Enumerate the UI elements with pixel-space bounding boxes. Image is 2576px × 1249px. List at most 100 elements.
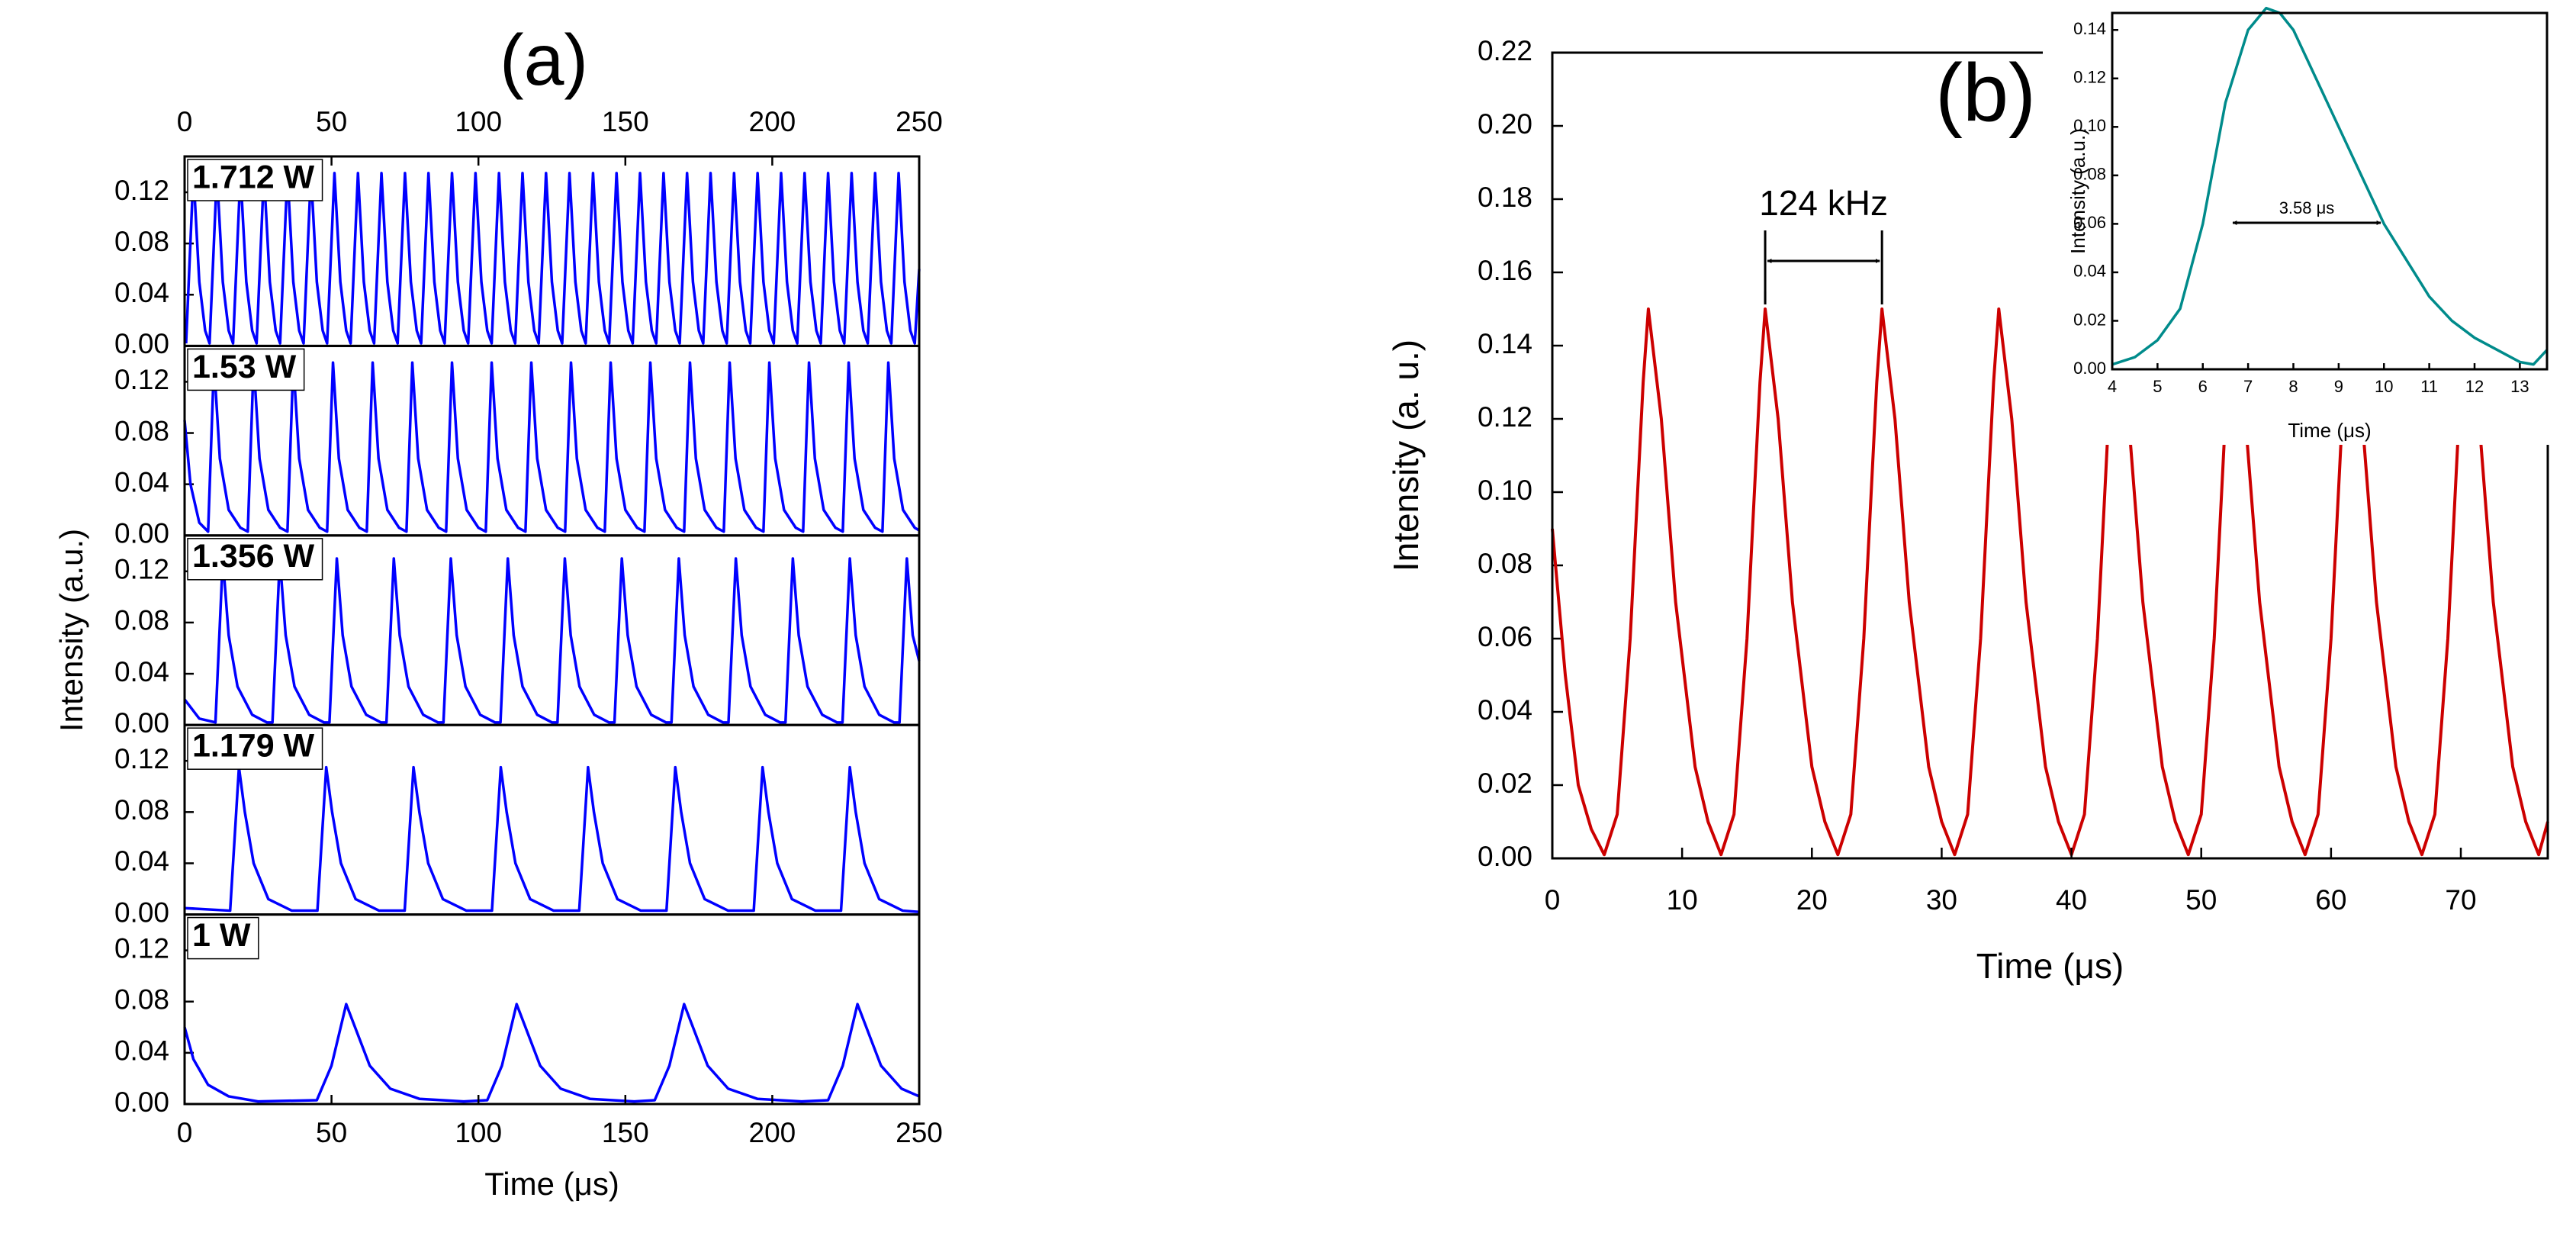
chart-title: (b) [1935,47,2036,139]
x-tick-label: 20 [1796,884,1828,916]
top-tick-label: 250 [896,106,943,137]
y-tick-label: 0.18 [1478,182,1532,213]
y-axis-label: Intensity (a. u.) [1386,340,1426,571]
x-tick-label: 30 [1926,884,1957,916]
y-tick-label: 0.20 [1478,108,1532,140]
x-tick-label: 11 [2420,377,2438,396]
y-tick-label: 0.08 [114,415,169,446]
x-tick-label: 8 [2288,377,2298,396]
x-tick-label: 40 [2056,884,2087,916]
y-tick-label: 0.04 [114,845,169,877]
y-tick-label: 0.00 [1478,841,1532,872]
data-line [2111,6,2549,366]
x-axis-label: Time (μs) [2288,419,2371,442]
y-tick-label: 0.04 [114,1035,169,1067]
y-tick-label: 0.00 [114,1086,169,1118]
series-label-box [187,348,305,391]
x-axis-label: Time (μs) [1976,946,2124,986]
data-line [184,765,920,913]
x-tick-label: 5 [2153,377,2162,396]
y-tick-label: 0.00 [114,707,169,739]
series-label: 1.179 W [192,728,315,765]
y-tick-label: 0.12 [114,743,169,774]
x-tick-label: 50 [2185,884,2217,916]
y-tick-label: 0.06 [2073,213,2106,232]
y-tick-label: 0.08 [114,226,169,257]
data-line [1551,307,2549,857]
data-line [185,172,921,345]
series-label: 1.53 W [192,349,297,385]
top-tick-label: 50 [316,106,347,137]
x-tick-label: 0 [177,1117,193,1148]
x-tick-label: 10 [2375,377,2393,396]
series-label-box [187,159,323,201]
y-tick-label: 0.12 [1478,401,1532,433]
top-tick-label: 150 [602,106,649,137]
y-tick-label: 0.04 [114,466,169,497]
y-tick-label: 0.00 [114,328,169,359]
y-tick-label: 0.22 [1478,35,1532,66]
top-tick-label: 200 [749,106,796,137]
x-axis-label: Time (μs) [484,1166,619,1202]
x-tick-label: 0 [1545,884,1561,916]
series-label: 1 W [192,917,251,954]
x-tick-label: 50 [316,1117,347,1148]
y-tick-label: 0.02 [1478,768,1532,799]
data-line [183,1003,920,1103]
top-tick-label: 0 [177,106,193,137]
y-tick-label: 0.12 [114,554,169,585]
y-tick-label: 0.02 [2073,310,2106,329]
y-tick-label: 0.12 [114,364,169,395]
x-tick-label: 250 [896,1117,943,1148]
x-tick-label: 13 [2510,377,2529,396]
y-tick-label: 0.14 [1478,328,1532,359]
y-tick-label: 0.12 [114,932,169,964]
x-tick-label: 12 [2465,377,2484,396]
y-axis-label: Intensity (a.u.) [53,529,89,732]
series-label-box [187,727,323,770]
y-tick-label: 0.14 [2073,19,2106,38]
x-tick-label: 200 [749,1117,796,1148]
y-tick-label: 0.08 [114,794,169,826]
y-tick-label: 0.00 [114,897,169,928]
top-tick-label: 100 [455,106,502,137]
series-label: 1.712 W [192,159,315,195]
x-tick-label: 4 [2108,377,2117,396]
annotation-text: 3.58 μs [2279,198,2335,217]
y-tick-label: 0.04 [114,277,169,308]
y-tick-label: 0.00 [2073,359,2106,378]
data-line [183,557,921,724]
y-tick-label: 0.16 [1478,255,1532,286]
x-tick-label: 60 [2315,884,2346,916]
data-line [183,361,920,533]
y-tick-label: 0.10 [2073,116,2106,135]
y-tick-label: 0.08 [114,984,169,1016]
y-tick-label: 0.12 [114,175,169,206]
x-tick-label: 9 [2334,377,2343,396]
y-tick-label: 0.04 [114,656,169,687]
x-tick-label: 100 [455,1117,502,1148]
y-tick-label: 0.08 [1478,548,1532,579]
chart-title: (a) [500,20,588,101]
series-label-box [187,916,259,960]
series-label-box [187,538,323,581]
y-tick-label: 0.06 [1478,621,1532,652]
y-tick-label: 0.12 [2073,68,2106,87]
x-tick-label: 10 [1667,884,1698,916]
x-tick-label: 7 [2243,377,2253,396]
y-tick-label: 0.04 [1478,694,1532,726]
x-tick-label: 6 [2198,377,2208,396]
series-label: 1.356 W [192,538,315,575]
y-tick-label: 0.04 [2073,262,2106,281]
y-tick-label: 0.08 [114,605,169,636]
x-tick-label: 150 [602,1117,649,1148]
y-tick-label: 0.08 [2073,165,2106,184]
plot-frame [2111,11,2549,371]
annotation-text: 124 kHz [1759,183,1888,223]
x-tick-label: 70 [2445,884,2476,916]
y-tick-label: 0.10 [1478,475,1532,506]
plot-frame [183,913,921,1106]
y-tick-label: 0.00 [114,518,169,549]
